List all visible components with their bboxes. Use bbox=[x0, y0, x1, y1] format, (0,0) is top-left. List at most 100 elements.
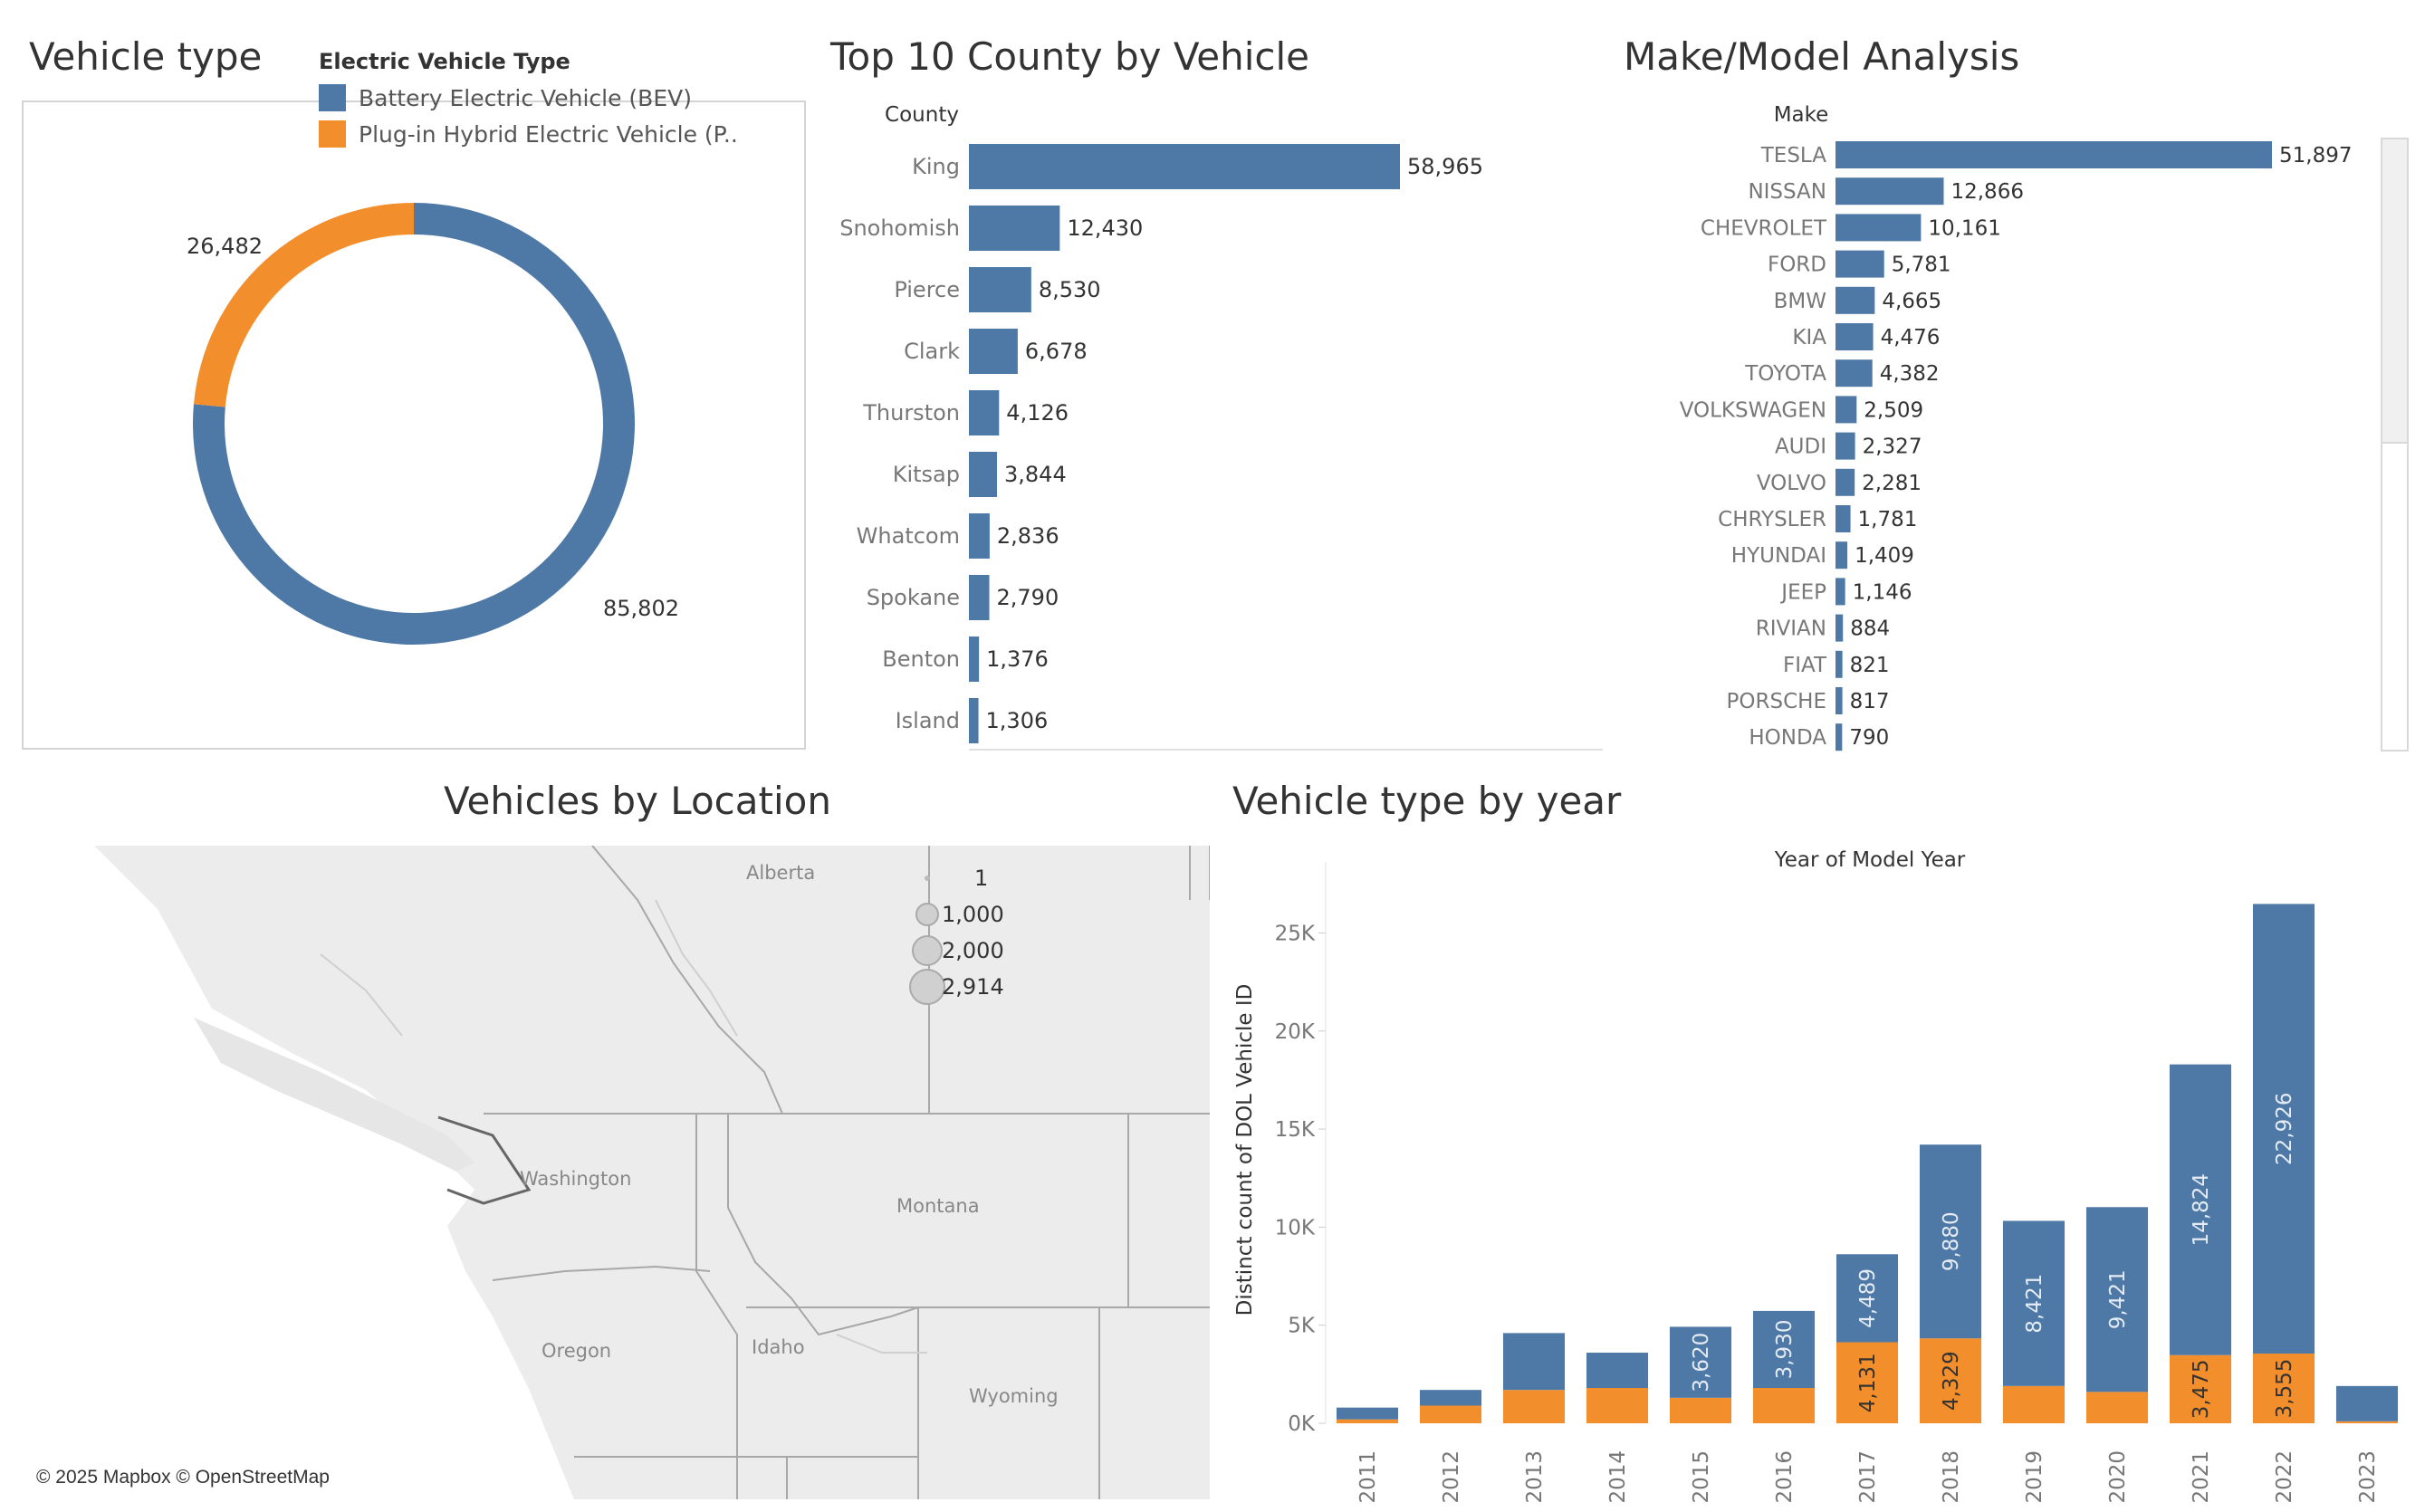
county-bar[interactable] bbox=[969, 144, 1400, 189]
year-bar-segment-1[interactable] bbox=[2002, 1220, 2066, 1386]
make-bar[interactable] bbox=[1836, 687, 1843, 714]
year-bar-segment-1[interactable] bbox=[1669, 1326, 1732, 1398]
year-bar-segment-0[interactable] bbox=[2169, 1354, 2232, 1423]
make-bar[interactable] bbox=[1836, 141, 2272, 168]
make-bar[interactable] bbox=[1836, 323, 1874, 350]
county-value-label: 8,530 bbox=[1039, 277, 1101, 302]
make-list-scrollbar[interactable] bbox=[2381, 138, 2409, 751]
county-bar[interactable] bbox=[969, 513, 990, 559]
year-bar-segment-1[interactable] bbox=[1586, 1353, 1649, 1389]
county-value-label: 2,790 bbox=[997, 585, 1059, 610]
year-bar-label: 9,880 bbox=[1940, 1211, 1963, 1271]
year-bar-label: 3,555 bbox=[2273, 1359, 2296, 1419]
make-bar[interactable] bbox=[1836, 432, 1855, 460]
year-bar-segment-0[interactable] bbox=[1502, 1390, 1566, 1423]
make-value-label: 2,509 bbox=[1864, 398, 1923, 422]
map-label-idaho: Idaho bbox=[752, 1336, 805, 1358]
legend-item-bev[interactable]: Battery Electric Vehicle (BEV) bbox=[319, 80, 738, 116]
make-category-label: HYUNDAI bbox=[1731, 544, 1826, 568]
year-bar-segment-0[interactable] bbox=[2085, 1392, 2149, 1423]
vehicles-map[interactable]: Alberta Washington Montana Oregon Idaho … bbox=[22, 846, 1210, 1499]
make-bar[interactable] bbox=[1836, 359, 1873, 388]
make-bar[interactable] bbox=[1836, 396, 1857, 424]
make-bar-chart: Make TESLA 51,897 NISSAN 12,866 CHEVROLET 10,1… bbox=[1680, 103, 2352, 751]
year-bar-label: 14,824 bbox=[2190, 1173, 2213, 1246]
county-bar[interactable] bbox=[969, 698, 979, 743]
year-bar-segment-0[interactable] bbox=[1419, 1405, 1482, 1423]
year-bar-segment-0[interactable] bbox=[1836, 1342, 1899, 1423]
make-bar[interactable] bbox=[1836, 214, 1922, 242]
year-bar-segment-0[interactable] bbox=[1336, 1419, 1399, 1423]
make-bar[interactable] bbox=[1836, 723, 1843, 751]
year-bar-segment-1[interactable] bbox=[2335, 1385, 2399, 1421]
make-category-label: HONDA bbox=[1749, 726, 1826, 750]
year-bar-segment-0[interactable] bbox=[2252, 1353, 2315, 1423]
year-bar-segment-0[interactable] bbox=[2335, 1421, 2399, 1423]
year-ytick-label: 5K bbox=[1288, 1315, 1316, 1338]
year-xtick-label: 2021 bbox=[2190, 1450, 2213, 1504]
size-legend-1: 1 bbox=[974, 866, 989, 891]
make-bar[interactable] bbox=[1836, 505, 1851, 532]
county-value-label: 1,376 bbox=[986, 646, 1049, 672]
year-bar-segment-0[interactable] bbox=[2002, 1385, 2066, 1423]
county-value-label: 4,126 bbox=[1006, 400, 1069, 426]
year-chart-title: Year of Model Year bbox=[1774, 848, 1966, 872]
year-bar-label: 4,489 bbox=[1856, 1268, 1880, 1328]
county-category-label: Island bbox=[896, 708, 960, 733]
year-xtick-label: 2018 bbox=[1940, 1450, 1963, 1504]
vancouver-island bbox=[194, 1018, 474, 1172]
map-attribution: © 2025 Mapbox © OpenStreetMap bbox=[36, 1467, 330, 1488]
year-bar-segment-0[interactable] bbox=[1919, 1338, 1982, 1423]
year-bar-segment-0[interactable] bbox=[1669, 1397, 1732, 1423]
make-value-label: 10,161 bbox=[1928, 216, 2000, 240]
year-bar-segment-1[interactable] bbox=[2252, 904, 2315, 1354]
county-bar[interactable] bbox=[969, 206, 1060, 251]
make-bar[interactable] bbox=[1836, 177, 1944, 206]
make-bar[interactable] bbox=[1836, 541, 1848, 569]
make-value-label: 817 bbox=[1850, 690, 1890, 713]
make-category-label: RIVIAN bbox=[1756, 617, 1826, 641]
vehicle-type-title: Vehicle type bbox=[29, 34, 263, 79]
year-bar-segment-1[interactable] bbox=[2169, 1064, 2232, 1355]
year-xtick-label: 2012 bbox=[1440, 1450, 1463, 1504]
county-bar[interactable] bbox=[969, 636, 980, 682]
make-bar[interactable] bbox=[1836, 650, 1843, 678]
make-value-label: 1,409 bbox=[1855, 544, 1914, 568]
make-value-label: 5,781 bbox=[1892, 254, 1951, 277]
county-bar[interactable] bbox=[969, 267, 1031, 312]
year-xtick-label: 2017 bbox=[1856, 1450, 1880, 1504]
make-value-label: 4,382 bbox=[1880, 362, 1940, 386]
make-value-label: 12,866 bbox=[1951, 180, 2023, 204]
legend-label-phev: Plug-in Hybrid Electric Vehicle (P.. bbox=[359, 120, 738, 148]
year-bar-segment-1[interactable] bbox=[1336, 1407, 1399, 1420]
make-bar[interactable] bbox=[1836, 286, 1875, 314]
year-bar-segment-1[interactable] bbox=[1919, 1144, 1982, 1339]
make-bar[interactable] bbox=[1836, 468, 1855, 496]
make-bar[interactable] bbox=[1836, 250, 1884, 278]
year-bar-label: 9,421 bbox=[2106, 1269, 2130, 1329]
county-bar[interactable] bbox=[969, 329, 1018, 374]
county-bar[interactable] bbox=[969, 575, 990, 620]
year-bar-segment-0[interactable] bbox=[1752, 1388, 1816, 1423]
year-bar-segment-0[interactable] bbox=[1586, 1388, 1649, 1423]
year-bar-segment-1[interactable] bbox=[2085, 1207, 2149, 1392]
year-xtick-label: 2011 bbox=[1356, 1450, 1380, 1504]
year-stacked-bar-chart: Year of Model Year Distinct count of DOL … bbox=[1233, 848, 2399, 1504]
make-bar[interactable] bbox=[1836, 614, 1844, 642]
year-bar-segment-1[interactable] bbox=[1752, 1310, 1816, 1389]
scrollbar-thumb[interactable] bbox=[2382, 139, 2407, 444]
county-bar[interactable] bbox=[969, 452, 998, 497]
year-bar-segment-1[interactable] bbox=[1836, 1254, 1899, 1343]
year-bar-segment-1[interactable] bbox=[1502, 1333, 1566, 1391]
legend-item-phev[interactable]: Plug-in Hybrid Electric Vehicle (P.. bbox=[319, 116, 738, 152]
year-xtick-label: 2015 bbox=[1690, 1450, 1713, 1504]
year-chart-ylabel: Distinct count of DOL Vehicle ID bbox=[1233, 984, 1257, 1316]
make-bar[interactable] bbox=[1836, 578, 1845, 606]
make-category-label: AUDI bbox=[1775, 435, 1826, 459]
year-ytick-label: 25K bbox=[1275, 922, 1316, 945]
year-xtick-label: 2016 bbox=[1773, 1450, 1797, 1504]
year-bar-segment-1[interactable] bbox=[1419, 1390, 1482, 1406]
make-value-label: 51,897 bbox=[2279, 144, 2352, 167]
county-bar[interactable] bbox=[969, 390, 1000, 435]
donut-slice-1[interactable] bbox=[193, 203, 414, 407]
